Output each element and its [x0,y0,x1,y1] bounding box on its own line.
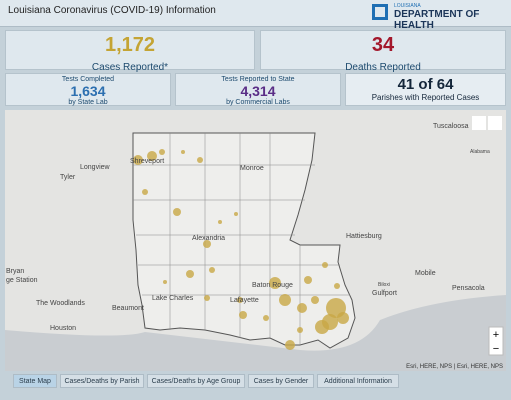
logo-main: DEPARTMENT OF HEALTH [394,9,480,31]
city-label: Tyler [60,174,76,181]
case-circles [133,149,349,350]
city-label: Alabama [470,149,490,155]
city-label: Lake Charles [152,295,194,302]
city-label: Gulfport [372,290,397,297]
city-label: The Woodlands [36,300,85,307]
tab[interactable]: State Map [13,374,57,388]
legend-button[interactable] [488,116,502,130]
deaths-card: 34 Deaths Reported [260,30,506,73]
zoom-out[interactable]: − [493,343,499,355]
cases-value: 1,172 [104,34,156,56]
tab[interactable]: Cases/Deaths by Parish [60,374,144,388]
city-label: ge Station [6,277,38,284]
parishes-card: 41 of 64 Parishes with Reported Cases [345,73,506,106]
city-label: Hattiesburg [346,233,382,240]
state-tests-title: Tests Completed [61,76,115,83]
city-labels: Tuscaloosa Shreveport Longview Tyler Mon… [6,123,490,332]
parish-lines [133,133,350,345]
state-tests-label: by State Lab [68,99,108,106]
tab[interactable]: Cases by Gender [248,374,314,388]
commercial-tests-title: Tests Reported to State [221,76,295,83]
commercial-tests-value: 4,314 [240,83,276,99]
zoom-in[interactable]: + [493,329,499,341]
city-label: Monroe [240,165,264,172]
state-tests-value: 1,634 [70,83,106,99]
logo-icon [372,4,388,20]
zoom-control[interactable] [488,326,504,356]
city-label: Baton Rouge [252,282,293,289]
map[interactable]: Tuscaloosa Shreveport Longview Tyler Mon… [5,110,506,371]
cases-label: Cases Reported* [91,62,169,73]
deaths-label: Deaths Reported [345,62,421,73]
city-label: Tuscaloosa [433,123,469,130]
state-tests-card: Tests Completed 1,634 by State Lab [5,73,171,106]
city-label: Alexandria [192,235,225,242]
city-label: Mobile [415,270,436,277]
city-label: Lafayette [230,297,259,304]
city-label: Pensacola [452,285,485,292]
title: Louisiana Coronavirus (COVID-19) Informa… [8,5,216,16]
header: Louisiana Coronavirus (COVID-19) Informa… [0,0,511,31]
logo-top: LOUISIANA [394,3,421,9]
parishes-value: 41 of 64 [397,76,454,93]
tab[interactable]: Additional Information [317,374,399,388]
city-label: Biloxi [378,282,390,288]
gulf [5,295,506,371]
louisiana [132,132,356,349]
attribution: Esri, HERE, NPS | Esri, HERE, NPS [406,364,503,370]
commercial-tests-label: by Commercial Labs [226,99,290,106]
city-label: Houston [50,325,76,332]
tab[interactable]: Cases/Deaths by Age Group [147,374,245,388]
commercial-tests-card: Tests Reported to State 4,314 by Commerc… [175,73,341,106]
city-label: Bryan [6,268,24,275]
deaths-value: 34 [371,34,395,56]
city-label: Shreveport [130,158,164,165]
cases-card: 1,172 Cases Reported* [5,30,255,73]
city-label: Beaumont [112,305,144,312]
home-button[interactable] [472,116,486,130]
parishes-label: Parishes with Reported Cases [371,93,480,102]
city-label: Longview [80,164,111,171]
